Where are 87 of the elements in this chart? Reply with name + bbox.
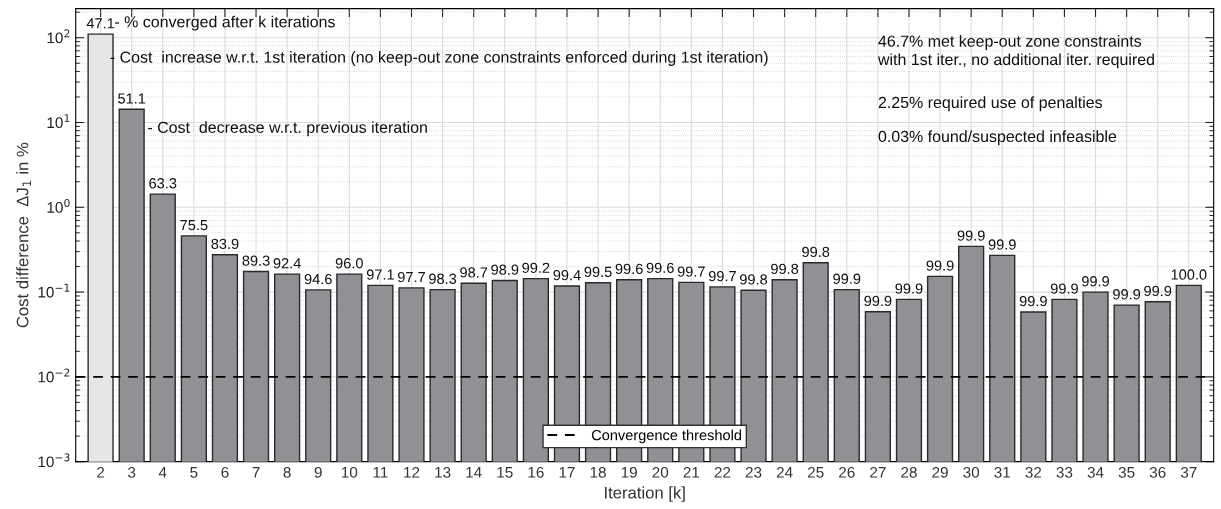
y-axis-title: Cost difference ΔJ$_{1}$ in % [16,142,32,328]
x-tick-label: 34 [1087,466,1104,478]
y-tick-label: 10$^{2}$ [47,29,70,44]
y-tick-label: 10$^{−2}$ [38,368,70,383]
x-tick-label: 28 [901,466,917,478]
annotation: 99.7 [708,270,736,282]
annotation: 75.5 [180,220,208,231]
x-tick-label: 13 [435,466,451,478]
annotation: 83.9 [211,238,239,250]
x-tick-label: 3 [128,466,136,478]
annotation: - % converged after k iterations [115,15,335,31]
annotation: 99.5 [584,266,612,278]
x-tick-label: 16 [528,466,544,478]
x-tick-label: 19 [621,466,637,478]
x-tick-label: 26 [839,466,855,478]
x-tick-label: 11 [373,467,388,478]
annotation: 99.9 [1019,295,1047,307]
x-tick-label: 12 [404,466,420,478]
x-tick-label: 32 [1025,466,1042,478]
annotation: 99.9 [833,273,861,284]
annotation: 97.7 [397,271,425,283]
annotation: 51.1 [118,93,146,104]
annotation: 89.3 [242,255,270,266]
x-tick-label: 31 [994,466,1010,478]
annotation: 94.6 [304,273,332,285]
annotation: 98.3 [429,273,457,284]
annotation: 100.0 [1171,269,1207,280]
annotation: 63.3 [149,178,177,189]
annotation: 92.4 [273,258,301,269]
x-tick-label: 23 [745,466,762,478]
annotation: 99.7 [677,266,705,277]
annotation: 2.25% required use of penalties [878,96,1103,112]
annotation: 99.9 [926,260,954,271]
x-tick-label: 27 [870,466,886,478]
x-tick-label: 6 [221,466,229,478]
x-tick-label: 36 [1149,466,1166,478]
legend-label: Convergence threshold [591,429,742,444]
x-tick-label: 8 [283,466,291,478]
x-tick-label: 4 [158,467,167,478]
annotation: 99.9 [1144,285,1172,297]
annotation: 0.03% found/suspected infeasible [878,130,1117,146]
x-tick-label: 17 [559,467,575,478]
annotation: 98.7 [460,267,488,278]
y-tick-label: 10$^{−3}$ [38,453,70,468]
x-tick-label: 14 [466,467,482,478]
annotation: 99.6 [646,262,674,273]
x-tick-label: 35 [1118,466,1135,478]
y-tick-label: 10$^{−1}$ [38,283,70,298]
x-tick-label: 7 [252,467,260,478]
x-tick-label: 33 [1056,466,1073,478]
x-tick-label: 22 [714,466,731,478]
x-tick-label: 15 [497,467,513,478]
annotation: 99.9 [1082,276,1110,287]
annotation: - Cost increase w.r.t. 1st iteration (no keep-out zone constraints enforced during 1st iteration) [110,51,768,66]
annotation: 99.4 [553,269,581,281]
annotation: 98.9 [491,264,519,275]
annotation: - Cost decrease w.r.t. previous iteration [148,121,427,137]
x-tick-label: 25 [807,466,824,478]
annotation: 99.9 [1113,289,1141,300]
x-tick-label: 30 [963,466,980,478]
x-tick-label: 24 [776,466,793,478]
annotation: 99.9 [1050,283,1078,294]
annotation: 99.6 [615,263,643,275]
annotation: 99.9 [957,230,985,241]
annotation: 99.8 [771,263,799,275]
annotation: 99.8 [740,274,768,285]
x-tick-label: 10 [341,466,358,478]
x-tick-label: 2 [97,466,105,478]
annotation: 99.9 [895,283,923,294]
annotation: 99.9 [988,239,1016,250]
annotation: 99.2 [522,262,550,273]
annotation: 99.9 [864,295,892,307]
y-tick-label: 10$^{1}$ [47,114,70,129]
x-tick-label: 5 [190,467,198,478]
x-tick-label: 9 [314,466,322,478]
x-tick-label: 20 [652,466,669,478]
x-tick-label: 21 [683,466,700,478]
x-tick-label: 18 [590,466,606,478]
annotation: 96.0 [335,258,363,269]
annotation: 46.7% met keep-out zone constraints with 1st iter., no additional iter. required [877,35,1154,69]
x-tick-label: 29 [932,466,948,478]
annotation: 97.1 [366,269,394,280]
annotation: 47.1 [86,18,115,29]
annotation: 99.8 [802,246,830,258]
x-tick-label: 37 [1180,466,1197,478]
y-tick-label: 10$^{0}$ [47,198,70,213]
x-axis-title: Iteration [k] [605,486,685,502]
